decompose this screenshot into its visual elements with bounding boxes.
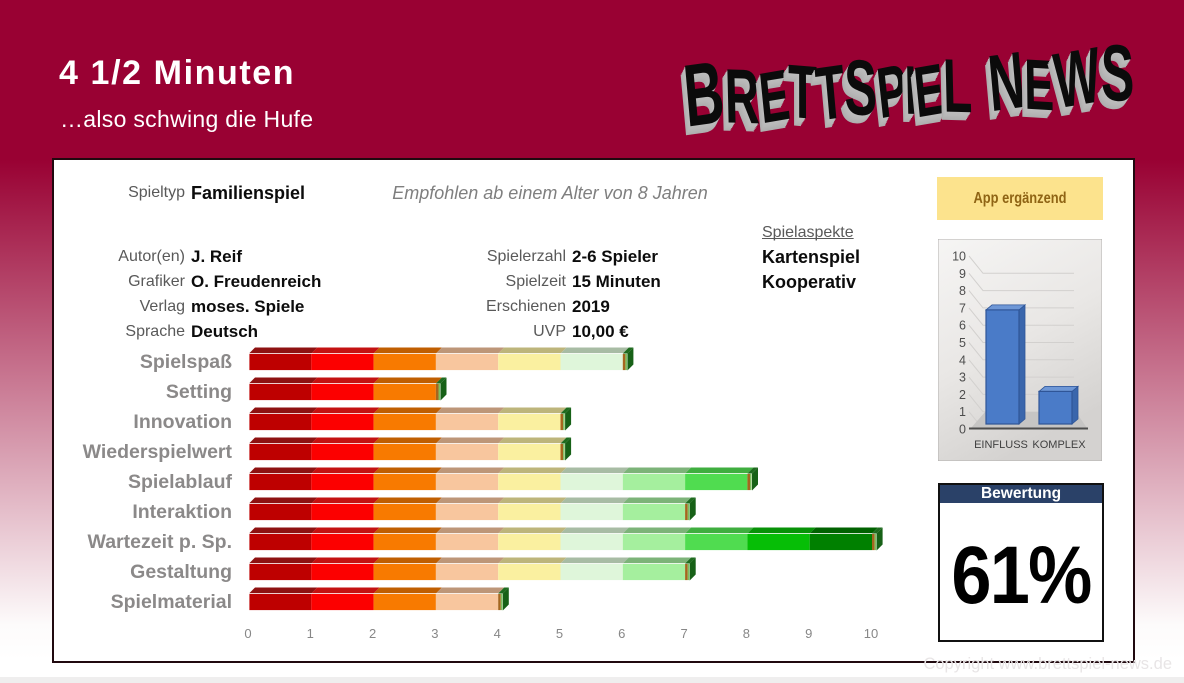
svg-text:10: 10 bbox=[864, 626, 878, 641]
svg-text:3: 3 bbox=[959, 371, 966, 385]
svg-text:9: 9 bbox=[959, 267, 966, 281]
svg-text:0: 0 bbox=[244, 626, 251, 641]
svg-text:6: 6 bbox=[959, 319, 966, 333]
svg-text:10: 10 bbox=[952, 250, 966, 264]
svg-text:2: 2 bbox=[369, 626, 376, 641]
svg-text:0: 0 bbox=[959, 423, 966, 437]
svg-text:5: 5 bbox=[959, 336, 966, 350]
svg-text:9: 9 bbox=[805, 626, 812, 641]
svg-text:KOMPLEX: KOMPLEX bbox=[1032, 439, 1086, 451]
svg-text:1: 1 bbox=[959, 405, 966, 419]
svg-text:EINFLUSS: EINFLUSS bbox=[974, 439, 1028, 451]
svg-text:2: 2 bbox=[959, 388, 966, 402]
svg-text:7: 7 bbox=[959, 301, 966, 315]
svg-text:8: 8 bbox=[959, 284, 966, 298]
svg-text:5: 5 bbox=[556, 626, 563, 641]
svg-text:4: 4 bbox=[959, 353, 966, 367]
svg-text:1: 1 bbox=[307, 626, 314, 641]
svg-text:8: 8 bbox=[743, 626, 750, 641]
svg-text:6: 6 bbox=[618, 626, 625, 641]
svg-text:3: 3 bbox=[431, 626, 438, 641]
svg-text:4: 4 bbox=[494, 626, 501, 641]
svg-text:7: 7 bbox=[680, 626, 687, 641]
